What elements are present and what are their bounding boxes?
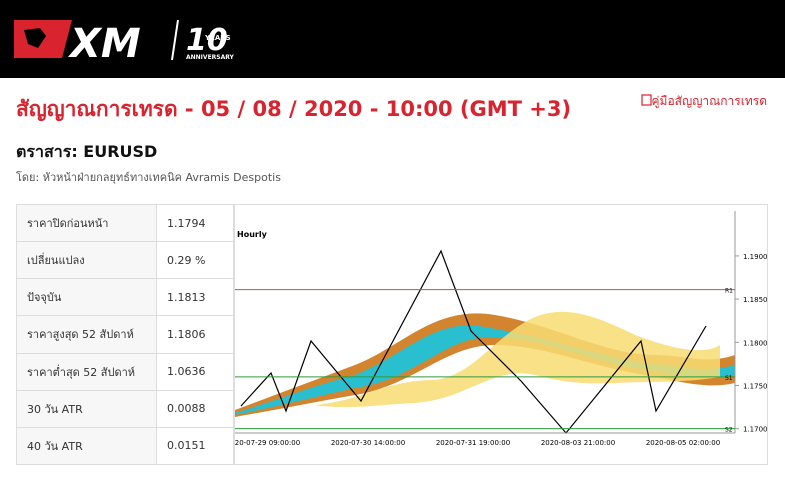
logo-divider: [171, 19, 179, 61]
y-tick-label: 1.1750: [743, 382, 767, 390]
table-row: ราคาปิดก่อนหน้า 1.1794: [16, 203, 234, 243]
row-value: 1.1794: [156, 203, 234, 243]
x-tick-label: 2020-07-30 14:00:00: [331, 439, 405, 447]
badge-top: YEARS: [204, 34, 231, 42]
table-row: 40 วัน ATR 0.0151: [16, 426, 234, 466]
page-title: สัญญาณการเทรด - 05 / 08 / 2020 - 10:00 (…: [16, 97, 572, 121]
logo: XM 10 YEARS ANNIVERSARY: [14, 19, 235, 67]
logo-text: XM: [67, 21, 141, 67]
logo-bull: [24, 28, 46, 48]
row-label: เปลี่ยนแปลง: [16, 241, 157, 280]
author: โดย: หัวหน้าฝ่ายกลยุทธ์ทางเทคนิค Avramis…: [16, 171, 281, 184]
row-label: 30 วัน ATR: [16, 389, 157, 428]
badge: 10: [186, 23, 228, 58]
zigzag: [240, 249, 707, 434]
table-row: 30 วัน ATR 0.0088: [16, 389, 234, 428]
level-label: S2: [725, 427, 733, 434]
table-row: ราคาต่ำสุด 52 สัปดาห์ 1.0636: [16, 352, 234, 391]
row-value: 0.0088: [156, 389, 234, 428]
row-value: 0.29 %: [156, 241, 234, 280]
band-outer: [235, 313, 735, 417]
row-label: ปัจจุบัน: [16, 278, 157, 317]
header: XM 10 YEARS ANNIVERSARY: [0, 0, 785, 78]
row-label: ราคาปิดก่อนหน้า: [16, 203, 157, 243]
row-value: 1.1806: [156, 315, 234, 354]
y-tick-label: 1.1850: [743, 296, 767, 304]
row-value: 0.0151: [156, 426, 234, 466]
badge-bottom: ANNIVERSARY: [186, 54, 235, 61]
guide-link[interactable]: คู่มือสัญญาณการเทรด: [640, 92, 768, 111]
row-label: ราคาต่ำสุด 52 สัปดาห์: [16, 352, 157, 391]
table-row: ราคาสูงสุด 52 สัปดาห์ 1.1806: [16, 315, 234, 354]
x-tick-label: 2020-08-03 21:00:00: [541, 439, 615, 447]
chart-title: Hourly: [237, 230, 268, 239]
level-label: R1: [725, 288, 733, 295]
instrument: ตราสาร: EURUSD: [16, 142, 158, 161]
y-tick-label: 1.1900: [743, 253, 767, 261]
x-tick-label: 2020-07-29 09:00:00: [235, 439, 300, 447]
guide-link-text[interactable]: คู่มือสัญญาณการเทรด: [651, 94, 768, 108]
cloud: [315, 311, 720, 408]
x-tick-label: 2020-08-05 02:00:00: [646, 439, 720, 447]
row-label: 40 วัน ATR: [16, 426, 157, 466]
y-tick-label: 1.1800: [743, 339, 767, 347]
x-tick-label: 2020-07-31 19:00:00: [436, 439, 510, 447]
row-value: 1.0636: [156, 352, 234, 391]
pdf-icon: [640, 94, 652, 106]
level-label: S1: [725, 375, 733, 382]
y-tick-label: 1.1700: [743, 426, 767, 434]
stats-table: ราคาปิดก่อนหน้า 1.1794 เปลี่ยนแปลง 0.29 % ปั…: [16, 203, 234, 466]
row-label: ราคาสูงสุด 52 สัปดาห์: [16, 315, 157, 354]
table-row: เปลี่ยนแปลง 0.29 %: [16, 241, 234, 280]
table-row: ปัจจุบัน 1.1813: [16, 278, 234, 317]
chart: Hourly 1.1700 1.1750 1.1800 1.1850 1.1900 R1 S…: [226, 211, 768, 447]
row-value: 1.1813: [156, 278, 234, 317]
chart-box: Hourly 1.1700 1.1750 1.1800 1.1850 1.1900 R1 S…: [226, 204, 768, 465]
